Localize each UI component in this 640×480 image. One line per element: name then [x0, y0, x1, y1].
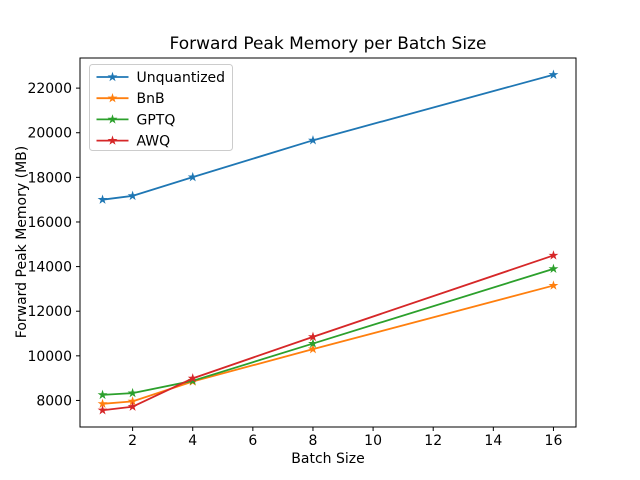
y-tick-label: 22000: [27, 81, 72, 97]
data-point-marker-bnb: [308, 343, 318, 354]
y-tick-label: 8000: [36, 393, 72, 409]
y-tick-label: 18000: [27, 170, 72, 186]
data-point-marker-gptq: [97, 389, 108, 400]
x-tick-label: 12: [424, 433, 442, 449]
data-point-marker-bnb: [127, 396, 138, 406]
chart-title: Forward Peak Memory per Batch Size: [169, 34, 487, 54]
series-line-awq: [102, 254, 554, 412]
data-point-marker-awq: [548, 250, 559, 260]
x-axis-label: Batch Size: [291, 451, 365, 467]
x-tick-label: 2: [128, 433, 137, 449]
data-point-marker-bnb: [97, 398, 108, 408]
legend-label-unquantized: Unquantized: [137, 70, 226, 86]
legend-box: [89, 64, 233, 151]
data-point-marker-awq: [127, 401, 138, 411]
data-point-marker-gptq: [548, 263, 559, 274]
y-tick-label: 16000: [27, 215, 72, 231]
data-point-marker-gptq: [127, 387, 138, 398]
data-point-marker-unquantized: [548, 69, 559, 79]
x-tick-label: 8: [309, 433, 318, 449]
legend-star-icon-gptq: [107, 114, 118, 124]
data-point-marker-unquantized: [187, 171, 198, 182]
legend-label-awq: AWQ: [137, 134, 171, 150]
legend-star-icon-unquantized: [107, 71, 118, 82]
legend-label-gptq: GPTQ: [137, 112, 176, 128]
data-point-marker-unquantized: [308, 135, 318, 145]
data-point-marker-bnb: [548, 280, 559, 290]
y-tick-label: 14000: [27, 260, 72, 276]
axes-frame: [79, 57, 577, 428]
y-tick-label: 10000: [27, 349, 72, 365]
y-tick-label: 20000: [27, 126, 72, 142]
y-tick-label: 12000: [27, 304, 72, 320]
x-tick-label: 4: [188, 433, 197, 449]
data-point-marker-unquantized: [97, 194, 108, 204]
legend-star-icon-bnb: [107, 93, 118, 103]
y-axis-label: Forward Peak Memory (MB): [14, 145, 30, 339]
legend-star-icon-awq: [107, 135, 118, 145]
data-point-marker-awq: [187, 373, 198, 383]
x-tick-label: 16: [545, 433, 563, 449]
data-point-marker-awq: [97, 405, 108, 415]
x-tick-label: 10: [364, 433, 382, 449]
data-point-marker-gptq: [308, 338, 318, 348]
x-tick-label: 6: [248, 433, 257, 449]
data-point-marker-unquantized: [127, 190, 138, 201]
x-tick-label: 14: [484, 433, 502, 449]
legend-label-bnb: BnB: [137, 91, 165, 107]
data-point-marker-awq: [308, 331, 318, 342]
